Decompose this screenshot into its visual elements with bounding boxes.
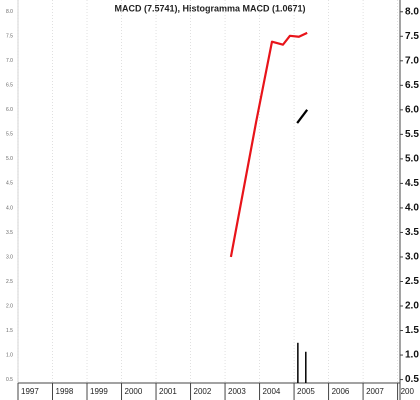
y-tick-label: 4.0	[405, 203, 419, 214]
y-tick-label-left: 7.5	[6, 34, 13, 40]
series-line	[229, 31, 308, 258]
y-tick-label: 6.5	[405, 80, 419, 91]
y-tick-label: 2.0	[405, 301, 419, 312]
x-tick-label: 2001	[159, 387, 177, 396]
y-tick-label: 2.5	[405, 276, 419, 287]
chart-title: MACD (7.5741), Histogramma MACD (1.0671)	[114, 3, 305, 13]
x-tick-label: 200	[401, 387, 415, 396]
y-tick-label: 4.5	[405, 178, 419, 189]
y-tick-label-left: 5.0	[6, 156, 13, 162]
x-tick-label: 2002	[194, 387, 212, 396]
y-tick-label: 3.5	[405, 227, 419, 238]
y-tick-label-left: 6.5	[6, 83, 13, 89]
x-tick-label: 2007	[366, 387, 384, 396]
y-tick-label: 3.0	[405, 252, 419, 263]
y-tick-label: 5.0	[405, 154, 419, 165]
y-tick-label-left: 3.5	[6, 230, 13, 236]
y-tick-label-left: 8.0	[6, 9, 13, 15]
y-tick-label: 6.0	[405, 104, 419, 115]
x-tick-label: 1998	[56, 387, 74, 396]
y-tick-label: 7.0	[405, 55, 419, 66]
x-tick-label: 2005	[297, 387, 315, 396]
y-tick-label-left: 3.0	[6, 254, 13, 260]
y-tick-label-left: 2.0	[6, 303, 13, 309]
y-tick-label-left: 5.5	[6, 132, 13, 138]
x-tick-label: 2003	[228, 387, 246, 396]
x-tick-label: 2000	[125, 387, 143, 396]
x-tick-label: 1997	[21, 387, 39, 396]
y-tick-label: 5.5	[405, 129, 419, 140]
y-tick-label: 7.5	[405, 31, 419, 42]
y-tick-label: 1.0	[405, 350, 419, 361]
x-tick-label: 2006	[332, 387, 350, 396]
y-tick-label-left: 0.5	[6, 377, 13, 383]
y-tick-label-left: 4.5	[6, 181, 13, 187]
y-tick-label-left: 4.0	[6, 205, 13, 211]
y-tick-label-left: 1.0	[6, 352, 13, 358]
y-tick-label-left: 1.5	[6, 328, 13, 334]
y-tick-label: 8.0	[405, 6, 419, 17]
x-tick-label: 2004	[263, 387, 281, 396]
y-tick-label: 1.5	[405, 325, 419, 336]
y-tick-label-left: 6.0	[6, 107, 13, 113]
y-tick-label-left: 7.0	[6, 58, 13, 64]
y-tick-label-left: 2.5	[6, 279, 13, 285]
y-tick-label: 0.5	[405, 374, 419, 385]
series-line	[296, 109, 309, 124]
x-tick-label: 1999	[90, 387, 108, 396]
